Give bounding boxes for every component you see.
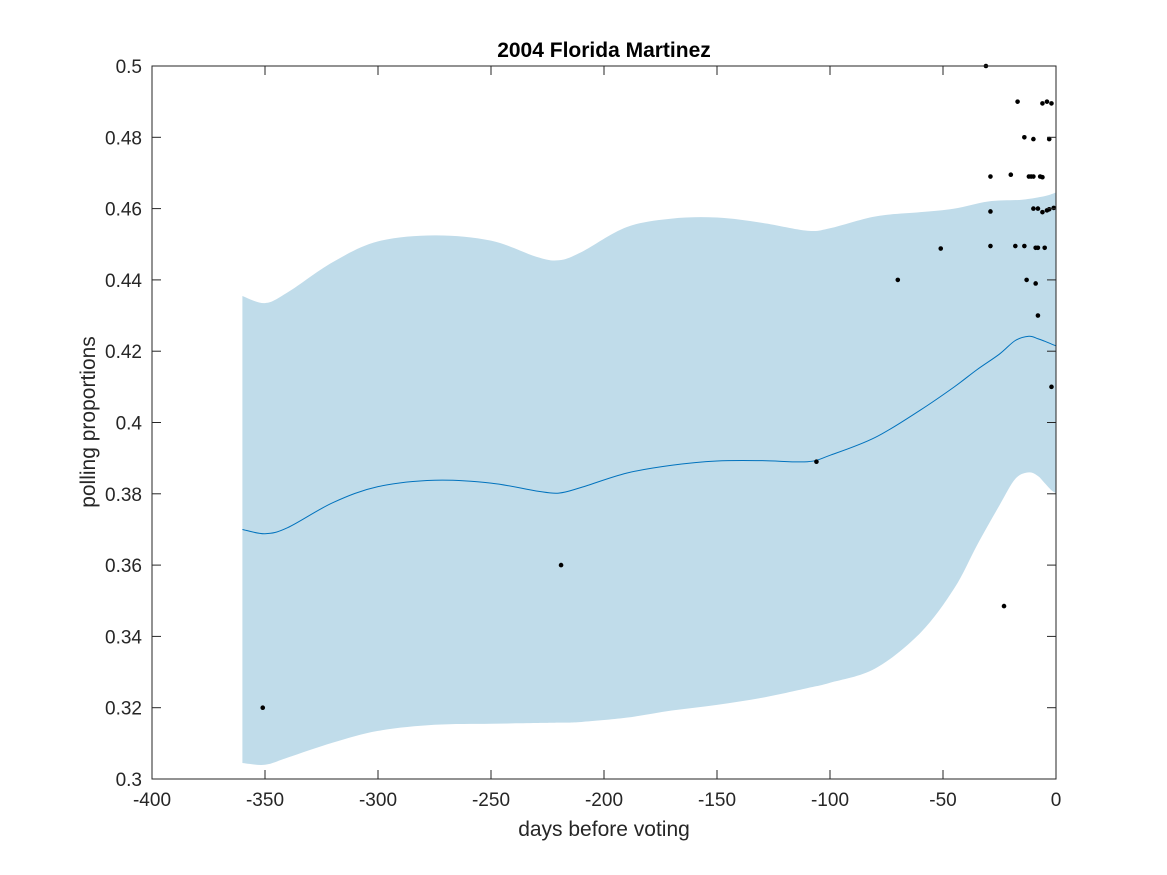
poll-point xyxy=(1046,207,1052,212)
mean-line xyxy=(242,335,1057,535)
y-tick-label: 0.36 xyxy=(105,556,142,577)
y-tick-label: 0.38 xyxy=(105,485,142,506)
y-tick-label: 0.32 xyxy=(105,699,142,720)
axis-ticks: -400 -350 -300 -250 -200 -150 -100 -50 0 0.3 0.32 0… xyxy=(105,57,1061,811)
chart-title: 2004 Florida Martinez xyxy=(497,39,711,62)
x-axis-label: days before voting xyxy=(518,818,690,841)
x-tick-label: -400 xyxy=(133,790,171,811)
poll-point xyxy=(1049,384,1054,390)
y-tick-label: 0.34 xyxy=(105,627,142,648)
poll-point xyxy=(260,705,266,710)
y-tick-label: 0.46 xyxy=(105,200,142,221)
poll-point xyxy=(1022,135,1027,140)
y-axis-label: polling proportions xyxy=(77,336,100,508)
poll-point xyxy=(1035,245,1041,251)
x-tick-label: -350 xyxy=(246,790,284,811)
poll-point xyxy=(1033,281,1038,286)
confidence-band xyxy=(242,192,1056,765)
poll-point xyxy=(1046,136,1052,142)
poll-point xyxy=(1035,313,1041,318)
poll-point xyxy=(1042,245,1047,251)
x-tick-label: -100 xyxy=(811,790,849,811)
poll-point xyxy=(814,459,819,465)
x-tick-label: -150 xyxy=(698,790,736,811)
poll-point xyxy=(558,562,564,568)
poll-point xyxy=(1040,209,1045,215)
poll-point xyxy=(1031,174,1036,179)
y-tick-label: 0.42 xyxy=(105,342,142,363)
y-tick-label: 0.3 xyxy=(116,770,142,791)
poll-point xyxy=(1008,172,1014,178)
poll-point xyxy=(1040,101,1045,106)
plot-area xyxy=(242,63,1057,765)
poll-point xyxy=(1044,99,1050,104)
x-tick-label: -200 xyxy=(585,790,623,811)
poll-point xyxy=(1015,99,1020,104)
poll-point xyxy=(1013,243,1018,249)
poll-point xyxy=(1040,174,1045,180)
poll-point xyxy=(1031,206,1036,211)
y-tick-label: 0.48 xyxy=(105,128,142,149)
x-tick-label: -300 xyxy=(359,790,397,811)
y-tick-label: 0.5 xyxy=(116,57,142,78)
poll-point xyxy=(1024,277,1029,283)
y-tick-label: 0.4 xyxy=(116,414,143,435)
poll-point xyxy=(988,243,993,249)
x-tick-label: -50 xyxy=(929,790,956,811)
x-tick-label: -250 xyxy=(472,790,510,811)
poll-point xyxy=(895,277,901,283)
poll-point xyxy=(988,209,993,214)
x-tick-label: 0 xyxy=(1051,790,1062,811)
y-tick-label: 0.44 xyxy=(105,271,142,292)
poll-point xyxy=(1001,603,1007,609)
poll-point xyxy=(1035,206,1041,211)
poll-point xyxy=(1022,243,1027,249)
poll-point xyxy=(1031,136,1036,142)
poll-point xyxy=(1049,101,1054,106)
poll-point xyxy=(988,174,993,179)
poll-point xyxy=(1051,205,1057,211)
poll-point xyxy=(938,246,944,251)
